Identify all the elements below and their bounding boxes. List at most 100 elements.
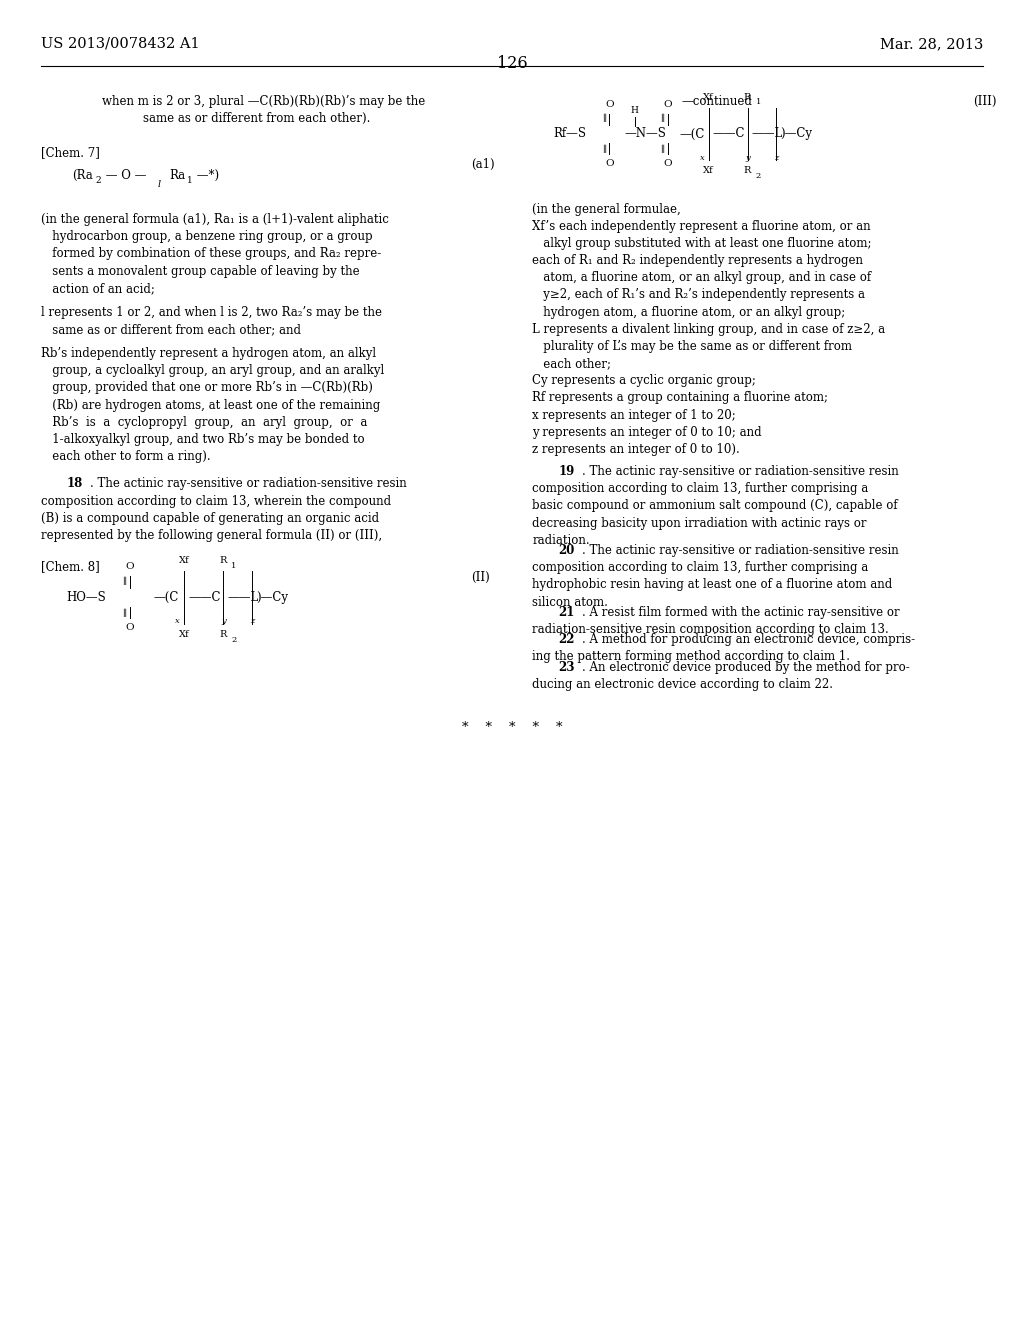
Text: hydrogen atom, a fluorine atom, or an alkyl group;: hydrogen atom, a fluorine atom, or an al…: [532, 306, 846, 318]
Text: y≥2, each of R₁’s and R₂’s independently represents a: y≥2, each of R₁’s and R₂’s independently…: [532, 289, 865, 301]
Text: ∥: ∥: [660, 114, 665, 123]
Text: 23: 23: [558, 661, 574, 673]
Text: atom, a fluorine atom, or an alkyl group, and in case of: atom, a fluorine atom, or an alkyl group…: [532, 272, 871, 284]
Text: L represents a divalent linking group, and in case of z≥2, a: L represents a divalent linking group, a…: [532, 323, 886, 335]
Text: ∥: ∥: [122, 609, 126, 618]
Text: z: z: [250, 616, 254, 626]
Text: y represents an integer of 0 to 10; and: y represents an integer of 0 to 10; and: [532, 426, 762, 438]
Text: sents a monovalent group capable of leaving by the: sents a monovalent group capable of leav…: [41, 264, 359, 277]
Text: Rb’s  is  a  cyclopropyl  group,  an  aryl  group,  or  a: Rb’s is a cyclopropyl group, an aryl gro…: [41, 416, 368, 429]
Text: —(C: —(C: [154, 591, 179, 603]
Text: ∥: ∥: [602, 114, 606, 123]
Text: when m is 2 or 3, plural —C(Rb)(Rb)(Rb)’s may be the: when m is 2 or 3, plural —C(Rb)(Rb)(Rb)’…: [102, 95, 426, 108]
Text: Cy represents a cyclic organic group;: Cy represents a cyclic organic group;: [532, 375, 757, 387]
Text: . A resist film formed with the actinic ray-sensitive or: . A resist film formed with the actinic …: [582, 606, 899, 619]
Text: —*): —*): [193, 169, 219, 182]
Text: 1: 1: [756, 98, 761, 107]
Text: 1: 1: [187, 176, 194, 185]
Text: — O —: — O —: [102, 169, 146, 182]
Text: l represents 1 or 2, and when l is 2, two Ra₂’s may be the: l represents 1 or 2, and when l is 2, tw…: [41, 306, 382, 319]
Text: ——C: ——C: [713, 128, 745, 140]
Text: 19: 19: [558, 465, 574, 478]
Text: group, provided that one or more Rb’s in —C(Rb)(Rb): group, provided that one or more Rb’s in…: [41, 381, 373, 395]
Text: (II): (II): [471, 572, 489, 583]
Text: —(C: —(C: [680, 128, 706, 140]
Text: Rf represents a group containing a fluorine atom;: Rf represents a group containing a fluor…: [532, 392, 828, 404]
Text: represented by the following general formula (II) or (III),: represented by the following general for…: [41, 529, 382, 543]
Text: [Chem. 8]: [Chem. 8]: [41, 560, 99, 573]
Text: (B) is a compound capable of generating an organic acid: (B) is a compound capable of generating …: [41, 512, 379, 525]
Text: z represents an integer of 0 to 10).: z represents an integer of 0 to 10).: [532, 444, 740, 455]
Text: . An electronic device produced by the method for pro-: . An electronic device produced by the m…: [582, 661, 909, 673]
Text: . A method for producing an electronic device, compris-: . A method for producing an electronic d…: [582, 634, 914, 647]
Text: plurality of L’s may be the same as or different from: plurality of L’s may be the same as or d…: [532, 341, 852, 352]
Text: each other to form a ring).: each other to form a ring).: [41, 450, 211, 463]
Text: )—Cy: )—Cy: [780, 128, 812, 140]
Text: z: z: [774, 153, 778, 162]
Text: composition according to claim 13, further comprising a: composition according to claim 13, furth…: [532, 482, 868, 495]
Text: radiation.: radiation.: [532, 533, 590, 546]
Text: (in the general formula (a1), Ra₁ is a (l+1)-valent aliphatic: (in the general formula (a1), Ra₁ is a (…: [41, 214, 389, 226]
Text: ∥: ∥: [122, 577, 126, 586]
Text: (Rb) are hydrogen atoms, at least one of the remaining: (Rb) are hydrogen atoms, at least one of…: [41, 399, 380, 412]
Text: O: O: [664, 158, 672, 168]
Text: R: R: [743, 166, 752, 176]
Text: 2: 2: [756, 172, 761, 181]
Text: silicon atom.: silicon atom.: [532, 595, 608, 609]
Text: basic compound or ammonium salt compound (C), capable of: basic compound or ammonium salt compound…: [532, 499, 898, 512]
Text: O: O: [126, 623, 134, 632]
Text: action of an acid;: action of an acid;: [41, 281, 155, 294]
Text: Xf: Xf: [179, 630, 189, 639]
Text: same as or different from each other; and: same as or different from each other; an…: [41, 323, 301, 337]
Text: O: O: [126, 562, 134, 572]
Text: H: H: [631, 106, 639, 115]
Text: each other;: each other;: [532, 358, 611, 370]
Text: 2: 2: [95, 176, 100, 185]
Text: composition according to claim 13, wherein the compound: composition according to claim 13, where…: [41, 495, 391, 508]
Text: (a1): (a1): [471, 158, 495, 172]
Text: group, a cycloalkyl group, an aryl group, and an aralkyl: group, a cycloalkyl group, an aryl group…: [41, 364, 384, 378]
Text: *    *    *    *    *: * * * * *: [462, 721, 562, 734]
Text: Ra: Ra: [169, 169, 185, 182]
Text: Xf: Xf: [703, 166, 714, 176]
Text: . The actinic ray-sensitive or radiation-sensitive resin: . The actinic ray-sensitive or radiation…: [90, 478, 407, 491]
Text: alkyl group substituted with at least one fluorine atom;: alkyl group substituted with at least on…: [532, 238, 872, 249]
Text: 20: 20: [558, 544, 574, 557]
Text: l: l: [157, 180, 161, 189]
Text: Rf—S: Rf—S: [553, 128, 586, 140]
Text: —N—S: —N—S: [625, 128, 667, 140]
Text: O: O: [605, 100, 613, 110]
Text: O: O: [605, 158, 613, 168]
Text: (in the general formulae,: (in the general formulae,: [532, 202, 681, 215]
Text: (III): (III): [973, 95, 996, 108]
Text: radiation-sensitive resin composition according to claim 13.: radiation-sensitive resin composition ac…: [532, 623, 889, 636]
Text: 126: 126: [497, 55, 527, 73]
Text: Rb’s independently represent a hydrogen atom, an alkyl: Rb’s independently represent a hydrogen …: [41, 347, 376, 360]
Text: y: y: [221, 616, 225, 626]
Text: ing the pattern forming method according to claim 1.: ing the pattern forming method according…: [532, 651, 851, 664]
Text: formed by combination of these groups, and Ra₂ repre-: formed by combination of these groups, a…: [41, 248, 381, 260]
Text: R: R: [219, 630, 227, 639]
Text: US 2013/0078432 A1: US 2013/0078432 A1: [41, 37, 200, 51]
Text: R: R: [219, 556, 227, 565]
Text: Xf: Xf: [703, 92, 714, 102]
Text: composition according to claim 13, further comprising a: composition according to claim 13, furth…: [532, 561, 868, 574]
Text: )—Cy: )—Cy: [256, 591, 288, 603]
Text: hydrocarbon group, a benzene ring group, or a group: hydrocarbon group, a benzene ring group,…: [41, 230, 373, 243]
Text: ∥: ∥: [660, 145, 665, 154]
Text: x represents an integer of 1 to 20;: x represents an integer of 1 to 20;: [532, 409, 736, 421]
Text: ——C: ——C: [188, 591, 221, 603]
Text: . The actinic ray-sensitive or radiation-sensitive resin: . The actinic ray-sensitive or radiation…: [582, 465, 898, 478]
Text: 18: 18: [67, 478, 83, 491]
Text: decreasing basicity upon irradiation with actinic rays or: decreasing basicity upon irradiation wit…: [532, 516, 867, 529]
Text: y: y: [745, 153, 750, 162]
Text: Mar. 28, 2013: Mar. 28, 2013: [880, 37, 983, 51]
Text: same as or different from each other).: same as or different from each other).: [143, 112, 371, 125]
Text: 21: 21: [558, 606, 574, 619]
Text: ducing an electronic device according to claim 22.: ducing an electronic device according to…: [532, 678, 834, 690]
Text: . The actinic ray-sensitive or radiation-sensitive resin: . The actinic ray-sensitive or radiation…: [582, 544, 898, 557]
Text: 1: 1: [231, 561, 237, 570]
Text: x: x: [700, 153, 705, 162]
Text: 1-alkoxyalkyl group, and two Rb’s may be bonded to: 1-alkoxyalkyl group, and two Rb’s may be…: [41, 433, 365, 446]
Text: (Ra: (Ra: [72, 169, 92, 182]
